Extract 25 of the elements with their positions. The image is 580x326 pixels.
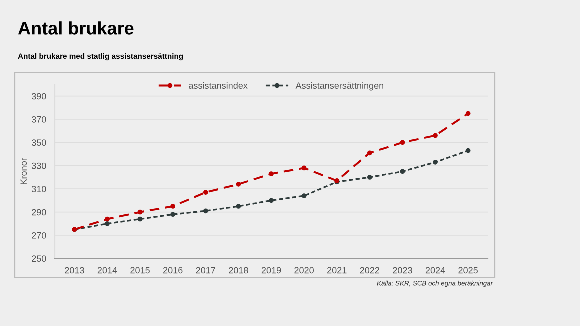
x-tick-label: 2025 (458, 267, 478, 274)
x-tick-label: 2021 (328, 267, 347, 274)
legend-label: Assistansersättningen (296, 82, 384, 91)
x-tick-label: 2023 (393, 267, 412, 274)
y-tick-label: 270 (32, 232, 46, 239)
chart-title: Antal brukare (18, 22, 134, 35)
y-tick-label: 350 (32, 140, 46, 146)
y-tick-label: 250 (32, 256, 46, 262)
x-tick-label: 2019 (262, 267, 282, 274)
legend-label: assistansindex (189, 82, 248, 90)
x-tick-label: 2016 (164, 267, 183, 274)
x-tick-label: 2015 (130, 267, 150, 274)
y-tick-label: 390 (32, 93, 46, 100)
x-tick-label: 2014 (98, 267, 118, 274)
y-tick-label: 370 (32, 116, 46, 123)
x-tick-label: 2018 (229, 267, 248, 274)
x-tick-label: 2020 (294, 267, 314, 274)
x-tick-label: 2024 (426, 267, 446, 274)
y-tick-label: 310 (32, 186, 46, 192)
y-tick-label: 290 (32, 209, 46, 216)
x-tick-label: 2022 (360, 267, 380, 274)
y-tick-label: 330 (32, 162, 46, 170)
y-axis-title: Kronor (20, 158, 28, 185)
x-tick-label: 2017 (196, 267, 216, 274)
x-tick-label: 2013 (65, 267, 84, 274)
